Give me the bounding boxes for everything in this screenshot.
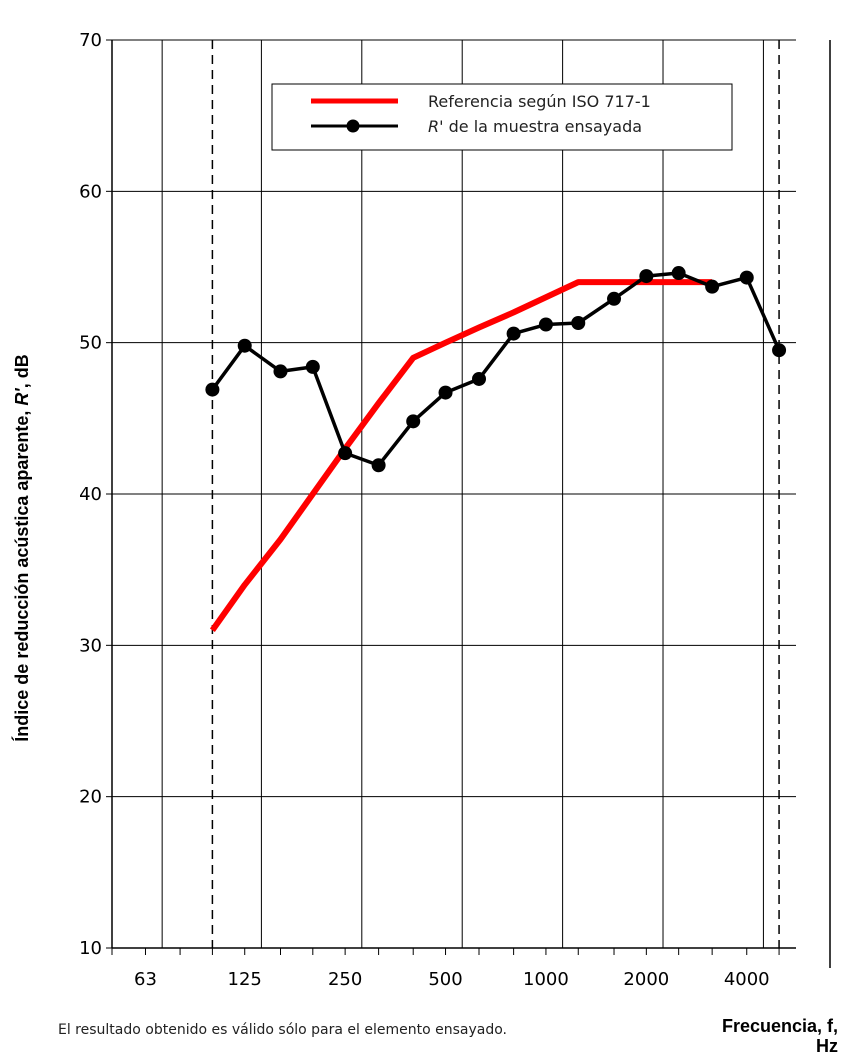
measured-data-point <box>538 317 553 332</box>
y-tick-label: 70 <box>79 30 102 51</box>
measured-data-point <box>506 326 521 341</box>
legend-meas-marker <box>346 119 360 133</box>
measured-data-point <box>705 279 720 294</box>
measured-data-point <box>237 338 252 353</box>
reference-curve-line <box>209 279 713 632</box>
legend: Referencia según ISO 717-1 R' de la mues… <box>271 83 733 151</box>
legend-box <box>271 83 733 151</box>
measured-data-point <box>671 266 686 281</box>
measured-data-point <box>273 364 288 379</box>
y-tick-label: 30 <box>79 635 102 656</box>
measured-data-point <box>371 458 386 473</box>
x-tick-label: 500 <box>428 969 462 990</box>
measured-data-point <box>338 446 353 461</box>
y-tick-label: 60 <box>79 181 102 202</box>
x-axis-label: Frecuencia, f, <box>722 1016 838 1036</box>
measured-data-point <box>472 371 487 386</box>
footnote: El resultado obtenido es válido sólo par… <box>58 1022 507 1038</box>
series <box>205 266 787 632</box>
x-tick-labels: 63 125 250 500 1000 2000 4000 <box>134 969 770 990</box>
x-tick-label: 1000 <box>523 969 569 990</box>
y-tick-label: 10 <box>79 938 102 959</box>
x-tick-label: 125 <box>228 969 262 990</box>
y-tick-label: 40 <box>79 484 102 505</box>
measured-curve-line <box>210 271 781 467</box>
measured-data-point <box>772 343 787 358</box>
legend-meas-label: R' de la muestra ensayada <box>428 117 642 136</box>
measured-data-point <box>739 270 754 285</box>
x-tick-label: 63 <box>134 969 157 990</box>
measured-data-point <box>571 315 586 330</box>
x-tick-label: 2000 <box>623 969 669 990</box>
legend-ref-label: Referencia según ISO 717-1 <box>428 92 651 111</box>
grid <box>106 39 831 968</box>
measured-data-point <box>607 291 622 306</box>
x-tick-label: 250 <box>328 969 362 990</box>
measured-data-point <box>205 382 220 397</box>
y-tick-label: 50 <box>79 333 102 354</box>
measured-data-point <box>438 385 453 400</box>
y-tick-labels: 10 20 30 40 50 60 70 <box>79 30 102 959</box>
x-tick-label: 4000 <box>724 969 770 990</box>
y-tick-label: 20 <box>79 787 102 808</box>
x-axis-unit: Hz <box>816 1036 838 1054</box>
measured-data-point <box>639 269 654 284</box>
measured-data-point <box>305 359 320 374</box>
measured-data-point <box>406 414 421 429</box>
y-axis-label: Índice de reducción acústica aparente, R… <box>11 354 32 741</box>
